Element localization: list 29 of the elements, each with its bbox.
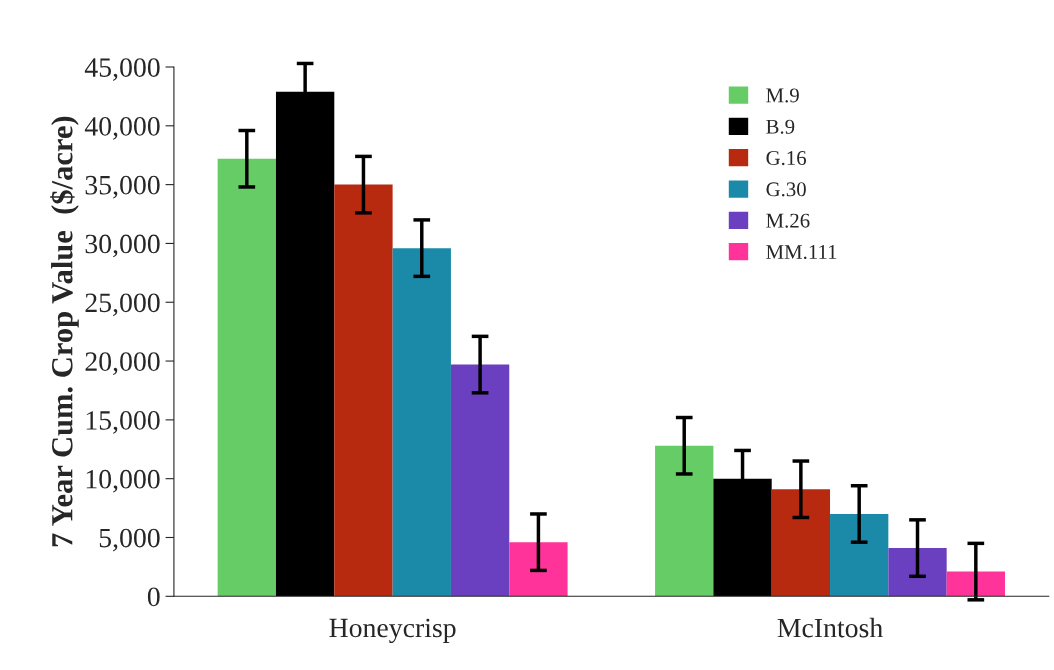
x-tick-label: Honeycrisp <box>329 618 456 644</box>
x-tick-label: McIntosh <box>777 617 883 638</box>
legend-label: MM.111 <box>766 245 837 260</box>
bar <box>830 513 889 597</box>
bar <box>450 364 510 597</box>
bar <box>888 548 947 597</box>
legend-label: M.26 <box>766 213 810 228</box>
legend-label: M.9 <box>766 88 799 103</box>
y-tick-label: 15,000 <box>86 411 160 434</box>
y-tick-label: 0 <box>147 587 160 607</box>
y-tick-label: 25,000 <box>85 293 160 317</box>
y-axis-title: 7 Year Cum. Crop Value ($/acre) <box>50 116 79 547</box>
y-tick-label: 20,000 <box>85 352 160 375</box>
y-tick-label: 45,000 <box>84 58 160 81</box>
y-tick-label: 5,000 <box>99 528 160 552</box>
bar <box>946 571 1005 597</box>
y-tick-label: 35,000 <box>85 175 160 199</box>
legend-label: G.16 <box>766 151 807 166</box>
bar <box>771 489 831 597</box>
bar <box>334 184 393 597</box>
bar <box>655 445 714 597</box>
y-tick-label: 10,000 <box>86 469 160 493</box>
y-tick-label: 40,000 <box>84 116 160 140</box>
bar <box>392 248 451 597</box>
bar <box>509 542 568 597</box>
bar <box>217 158 276 597</box>
legend-label: G.30 <box>766 182 806 197</box>
y-tick-label: 30,000 <box>85 234 160 258</box>
legend-label: B.9 <box>766 119 795 134</box>
